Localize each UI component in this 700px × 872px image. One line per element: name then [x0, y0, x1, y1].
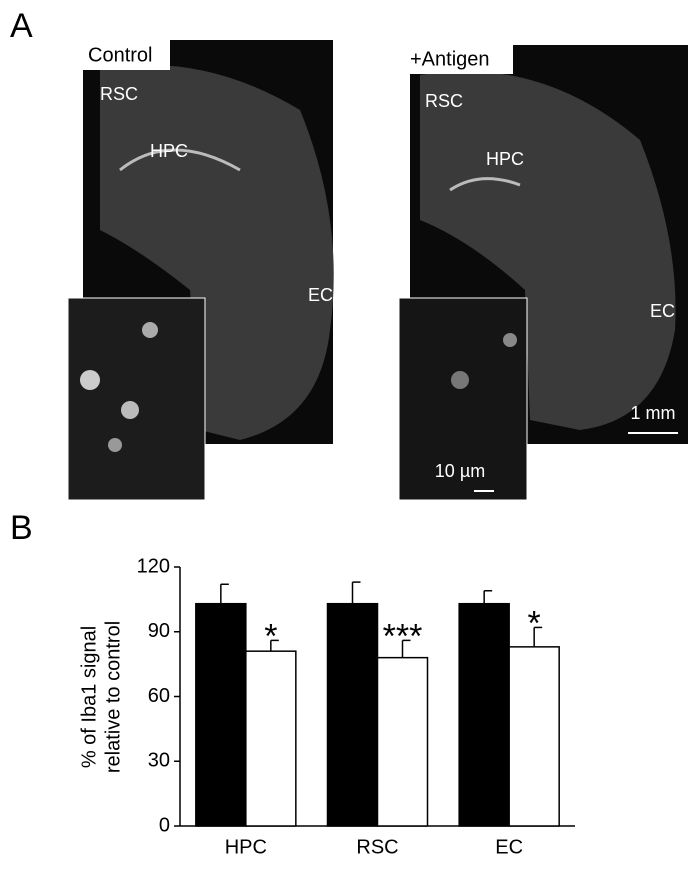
x-tick-label: HPC [225, 836, 267, 858]
bar [195, 602, 247, 827]
x-tick-label: RSC [356, 836, 398, 858]
bar [245, 650, 297, 827]
antigen-image: +Antigen RSC HPC EC 1 mm 10 µm [398, 44, 688, 501]
x-tick-label: EC [495, 836, 523, 858]
scale-bar-label: 1 mm [631, 403, 676, 423]
y-axis-label: relative to control [102, 621, 124, 773]
region-label: EC [308, 285, 333, 305]
bar [326, 602, 379, 827]
significance: *** [383, 617, 423, 655]
image-title: Control [88, 44, 152, 66]
bar [376, 656, 429, 827]
image-title: +Antigen [410, 48, 490, 70]
scale-bar-label: 10 µm [435, 461, 485, 481]
y-tick-label: 60 [148, 685, 170, 707]
region-label: EC [650, 301, 675, 321]
bar [508, 646, 560, 827]
bar [458, 602, 510, 827]
y-axis-label: % of Iba1 signal [78, 626, 100, 768]
control-image: Control RSC HPC EC [67, 40, 334, 501]
y-tick-label: 120 [137, 555, 170, 577]
y-tick-label: 90 [148, 620, 170, 642]
region-label: HPC [486, 149, 524, 169]
significance: * [264, 617, 277, 655]
region-label: RSC [425, 91, 463, 111]
significance: * [528, 604, 541, 642]
y-tick-label: 0 [159, 814, 170, 836]
y-tick-label: 30 [148, 750, 170, 772]
panel-label: A [10, 7, 33, 45]
region-label: HPC [150, 141, 188, 161]
chart: 0 30 60 90 120 % of Iba1 signal relative to co… [78, 555, 575, 858]
region-label: RSC [100, 84, 138, 104]
panel-label: B [10, 509, 33, 547]
